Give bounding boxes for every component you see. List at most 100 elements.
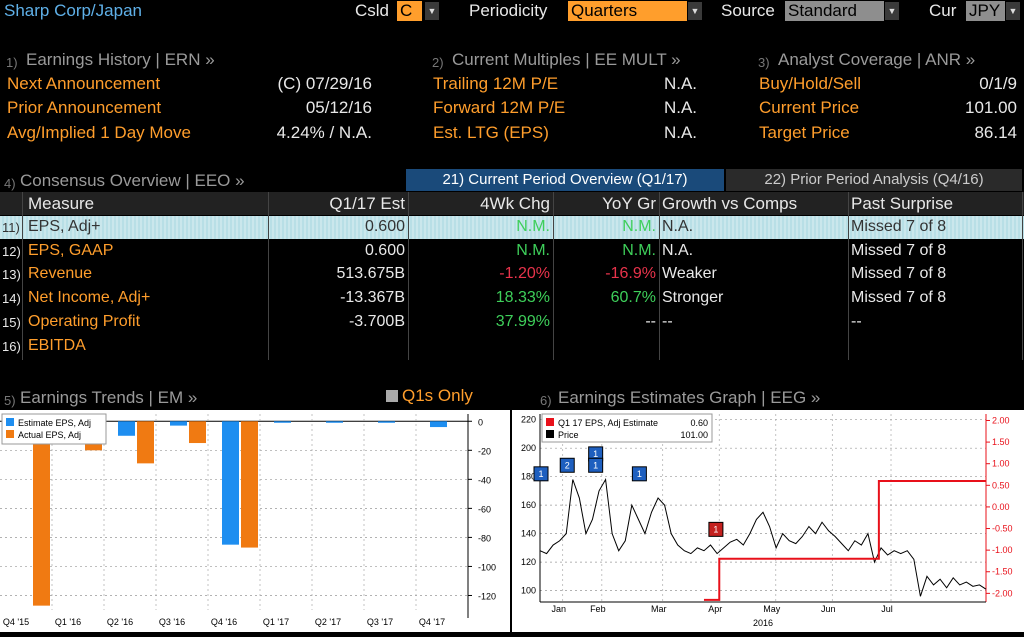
source-value: Standard: [788, 1, 857, 20]
row-num: 12): [2, 243, 21, 259]
x-tick-label: Q2 '17: [315, 617, 341, 627]
right-tick-label: -0.50: [992, 524, 1013, 534]
y-tick-label: -80: [478, 533, 491, 543]
table-row[interactable]: 15) Operating Profit -3.700B 37.99% -- -- --: [0, 311, 1024, 334]
avg-move-label: Avg/Implied 1 Day Move: [7, 123, 191, 142]
table-row[interactable]: 14) Net Income, Adj+ -13.367B 18.33% 60.7% St…: [0, 287, 1024, 310]
table-row[interactable]: 11) EPS, Adj+ 0.600 N.M. N.M. N.A. Missed 7 of…: [0, 216, 1024, 239]
right-tick-label: -1.50: [992, 567, 1013, 577]
periodicity-label: Periodicity: [469, 1, 548, 20]
next-announcement-value: (C) 07/29/16: [277, 74, 373, 93]
periodicity-dropdown-arrow-icon[interactable]: ▼: [688, 2, 702, 20]
col-past-surprise[interactable]: Past Surprise: [851, 194, 954, 213]
y-tick-label: -60: [478, 504, 491, 514]
row-past-surprise: Missed 7 of 8: [851, 241, 947, 259]
row-measure: Revenue: [28, 265, 93, 283]
table-row[interactable]: 13) Revenue 513.675B -1.20% -16.9% Weaker Miss…: [0, 263, 1024, 286]
cur-label: Cur: [929, 1, 957, 20]
current-price-label: Current Price: [759, 98, 860, 117]
bar-estimate: [378, 421, 395, 423]
x-tick-label: Jun: [821, 604, 836, 614]
legend-label: Actual EPS, Adj: [18, 430, 81, 440]
q1s-only-label[interactable]: Q1s Only: [402, 386, 473, 405]
col-divider: [848, 192, 849, 360]
q1s-only-checkbox[interactable]: [386, 390, 398, 402]
source-label: Source: [721, 1, 775, 20]
tab-current-period[interactable]: 21) Current Period Overview (Q1/17): [406, 169, 724, 191]
legend-value: 101.00: [680, 430, 708, 440]
col-est[interactable]: Q1/17 Est: [329, 194, 405, 213]
security-name[interactable]: Sharp Corp/Japan: [4, 1, 142, 20]
csld-dropdown-arrow-icon[interactable]: ▼: [425, 2, 439, 20]
row-measure: Net Income, Adj+: [28, 289, 151, 307]
col-yoy-gr[interactable]: YoY Gr: [602, 194, 656, 213]
row-yoy-gr: N.M.: [622, 241, 656, 259]
csld-dropdown[interactable]: C: [397, 1, 422, 21]
row-measure: EPS, GAAP: [28, 241, 114, 259]
bar-actual: [241, 421, 258, 548]
row-past-surprise: Missed 7 of 8: [851, 218, 947, 235]
event-marker: [631, 466, 647, 482]
table-row[interactable]: 12) EPS, GAAP 0.600 N.M. N.M. N.A. Missed 7 of…: [0, 240, 1024, 263]
price-line: [539, 477, 987, 597]
currency-dropdown[interactable]: JPY: [966, 1, 1005, 21]
est-ltg-label: Est. LTG (EPS): [433, 123, 549, 142]
forward-pe-label: Forward 12M P/E: [433, 98, 566, 117]
earnings-trends-title[interactable]: Earnings Trends | EM »: [20, 388, 198, 407]
buy-hold-sell-value: 0/1/9: [979, 74, 1017, 93]
source-dropdown-arrow-icon[interactable]: ▼: [885, 2, 899, 20]
earnings-history-title[interactable]: Earnings History | ERN »: [26, 50, 215, 69]
periodicity-dropdown[interactable]: Quarters: [568, 1, 687, 21]
event-marker-label: 1: [713, 524, 718, 534]
event-marker: [533, 466, 549, 482]
y-tick-label: -20: [478, 446, 491, 456]
y-tick-label: 0: [478, 417, 483, 427]
earnings-graph-title[interactable]: Earnings Estimates Graph | EEG »: [558, 388, 821, 407]
prior-announcement-value: 05/12/16: [305, 98, 372, 117]
x-tick-label: Jul: [881, 604, 893, 614]
x-tick-label: Jan: [551, 604, 566, 614]
analyst-coverage-title[interactable]: Analyst Coverage | ANR »: [778, 50, 976, 69]
bar-estimate: [170, 421, 187, 426]
x-tick-label: Q4 '17: [419, 617, 445, 627]
x-tick-label: Q1 '16: [55, 617, 81, 627]
prior-announcement-label: Prior Announcement: [7, 98, 162, 117]
next-announcement-label: Next Announcement: [7, 74, 161, 93]
currency-dropdown-arrow-icon[interactable]: ▼: [1006, 2, 1020, 20]
row-est: 513.675B: [336, 265, 405, 283]
earnings-trends-num: 5): [4, 393, 16, 408]
x-tick-label: Q3 '16: [159, 617, 185, 627]
col-divider: [408, 192, 409, 360]
est-ltg-value: N.A.: [663, 123, 697, 142]
legend-swatch: [546, 430, 554, 438]
row-yoy-gr: 60.7%: [610, 289, 656, 307]
y-tick-label: -40: [478, 475, 491, 485]
row-past-surprise: Missed 7 of 8: [851, 289, 947, 307]
current-multiples-num: 2): [432, 55, 444, 70]
col-measure[interactable]: Measure: [28, 194, 95, 213]
legend-swatch: [6, 430, 14, 438]
row-num: 16): [2, 338, 21, 354]
event-marker-label: 1: [637, 469, 642, 479]
current-multiples-title[interactable]: Current Multiples | EE MULT »: [452, 50, 681, 69]
right-tick-label: 0.50: [992, 480, 1010, 490]
x-tick-label: Feb: [590, 604, 606, 614]
x-axis-label: 2016: [753, 618, 773, 628]
col-growth-vs-comps[interactable]: Growth vs Comps: [662, 194, 798, 213]
y-tick-label: -120: [478, 591, 496, 601]
buy-hold-sell-label: Buy/Hold/Sell: [759, 74, 862, 93]
x-tick-label: Q4 '16: [211, 617, 237, 627]
consensus-title[interactable]: Consensus Overview | EEO »: [20, 171, 245, 190]
row-est: 0.600: [364, 218, 405, 235]
csld-label: Csld: [355, 1, 390, 20]
col-divider: [659, 192, 660, 360]
legend-box: [1, 413, 107, 445]
left-tick-label: 200: [521, 443, 536, 453]
col-4wk-chg[interactable]: 4Wk Chg: [480, 194, 550, 213]
legend-box: [541, 413, 713, 443]
earnings-graph-num: 6): [540, 393, 552, 408]
row-measure: EPS, Adj+: [28, 218, 101, 235]
source-dropdown[interactable]: Standard: [785, 1, 884, 21]
tab-prior-period[interactable]: 22) Prior Period Analysis (Q4/16): [726, 169, 1022, 191]
table-row[interactable]: 16) EBITDA: [0, 335, 1024, 358]
